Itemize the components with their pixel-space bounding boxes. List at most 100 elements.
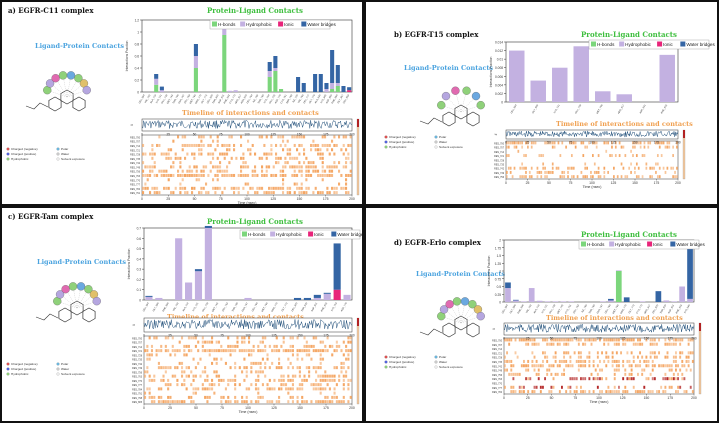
heatmap-cell: [613, 390, 616, 394]
heatmap-cell: [613, 368, 616, 372]
x-time-tick-label: 25: [168, 406, 172, 410]
heatmap-cell: [213, 357, 216, 361]
heatmap-row-label: RES_714: [130, 146, 141, 148]
heatmap-cell: [254, 173, 257, 177]
heatmap-cell: [153, 336, 156, 340]
heatmap-cell: [287, 357, 290, 361]
heatmap-cell: [271, 387, 274, 391]
heatmap-cell: [338, 161, 341, 165]
heatmap-cell: [561, 372, 563, 376]
heatmap-cell: [179, 161, 182, 165]
x-tick-label: CYS_751: [280, 93, 288, 104]
heatmap-cell: [263, 191, 266, 195]
heatmap-cell: [594, 377, 597, 381]
heatmap-cell: [333, 143, 336, 147]
bar-hydrophobic: [159, 90, 164, 92]
diagram-legend-dot: [384, 145, 388, 149]
heatmap-cell: [338, 400, 341, 404]
heatmap-row-label: RES_777: [492, 388, 503, 390]
residue-bubble: [51, 74, 60, 83]
residue-bubble: [76, 282, 86, 291]
heatmap-cell: [194, 336, 197, 340]
heatmap-cell: [552, 355, 555, 359]
heatmap-cell: [201, 387, 204, 391]
heatmap-cell: [523, 338, 525, 342]
heatmap-cell: [226, 165, 229, 169]
heatmap-cell: [195, 173, 198, 177]
heatmap-cell: [345, 349, 348, 353]
heatmap-cell: [558, 342, 561, 346]
heatmap-cell: [527, 141, 529, 145]
heatmap-cell: [328, 152, 331, 156]
heatmap-cell: [296, 366, 299, 370]
y-tick-label: 0.7: [137, 227, 142, 231]
heatmap-cell: [521, 145, 524, 149]
heatmap-cell: [190, 400, 193, 404]
heatmap-cell: [567, 175, 569, 179]
heatmap-cell: [272, 165, 275, 169]
heatmap-row-label: RES_742: [492, 366, 503, 368]
heatmap-cell: [624, 385, 627, 389]
heatmap-cell: [254, 152, 257, 156]
legend-swatch: [308, 231, 314, 237]
heatmap-cell: [153, 165, 156, 169]
heatmap-cell: [557, 141, 560, 145]
heatmap-cell: [637, 342, 639, 346]
heatmap-cell: [651, 364, 654, 368]
heatmap-cell: [324, 143, 327, 147]
heatmap-cell: [626, 338, 629, 342]
heatmap-cell: [626, 351, 629, 355]
heatmap-cell: [243, 336, 246, 340]
heatmap-cell: [643, 359, 646, 363]
bar-water-bridges: [330, 50, 335, 83]
heatmap-cell: [656, 162, 659, 166]
heatmap-cell: [691, 390, 694, 394]
heatmap-cell: [321, 178, 324, 182]
residue-bubble: [468, 300, 477, 309]
residue-bubble: [476, 101, 485, 110]
heatmap-cell: [291, 349, 294, 353]
heatmap-cell: [279, 143, 282, 147]
heatmap-cell: [224, 349, 227, 353]
heatmap-cell: [144, 182, 147, 186]
heatmap-cell: [632, 342, 635, 346]
heatmap-cell: [185, 374, 188, 378]
heatmap-cell: [233, 143, 236, 147]
diagram-legend-label: Hydrophobic: [389, 365, 407, 369]
heatmap-cell: [639, 390, 642, 394]
diagram-legend-dot: [56, 152, 60, 156]
trace-x-tick-label: 100: [596, 337, 602, 341]
heatmap-row-label: RES_735: [494, 164, 505, 166]
heatmap-cell: [510, 338, 513, 342]
heatmap-cell: [238, 366, 241, 370]
heatmap-cell: [321, 400, 325, 404]
heatmap-cell: [268, 400, 271, 404]
heatmap-cell: [146, 357, 149, 361]
heatmap-cell: [331, 165, 334, 169]
heatmap-cell: [278, 387, 281, 391]
heatmap-cell: [217, 340, 221, 344]
heatmap-cell: [580, 390, 582, 394]
heatmap-row-label: RES_749: [132, 368, 143, 370]
heatmap-cell: [315, 370, 318, 374]
heatmap-cell: [691, 359, 694, 363]
x-time-tick-label: 50: [547, 181, 551, 185]
heatmap-cell: [187, 374, 190, 378]
diagram-legend-label: Charged (negative): [389, 355, 415, 359]
heatmap-cell: [250, 400, 253, 404]
heatmap-cell: [321, 387, 325, 391]
bar-hydrophobic: [330, 83, 335, 89]
heatmap-cell: [580, 141, 583, 145]
trace-ylabel: #: [492, 328, 496, 330]
heatmap-cell: [172, 161, 175, 165]
heatmap-cell: [220, 344, 223, 348]
heatmap-cell: [510, 385, 513, 389]
heatmap-cell: [340, 370, 343, 374]
heatmap-cell: [504, 364, 506, 368]
heatmap-cell: [192, 374, 195, 378]
diagram-legend-label: Charged (positive): [11, 367, 36, 371]
heatmap-cell: [548, 364, 551, 368]
heatmap-cell: [272, 186, 275, 190]
heatmap-cell: [226, 143, 229, 147]
heatmap-cell: [319, 400, 322, 404]
